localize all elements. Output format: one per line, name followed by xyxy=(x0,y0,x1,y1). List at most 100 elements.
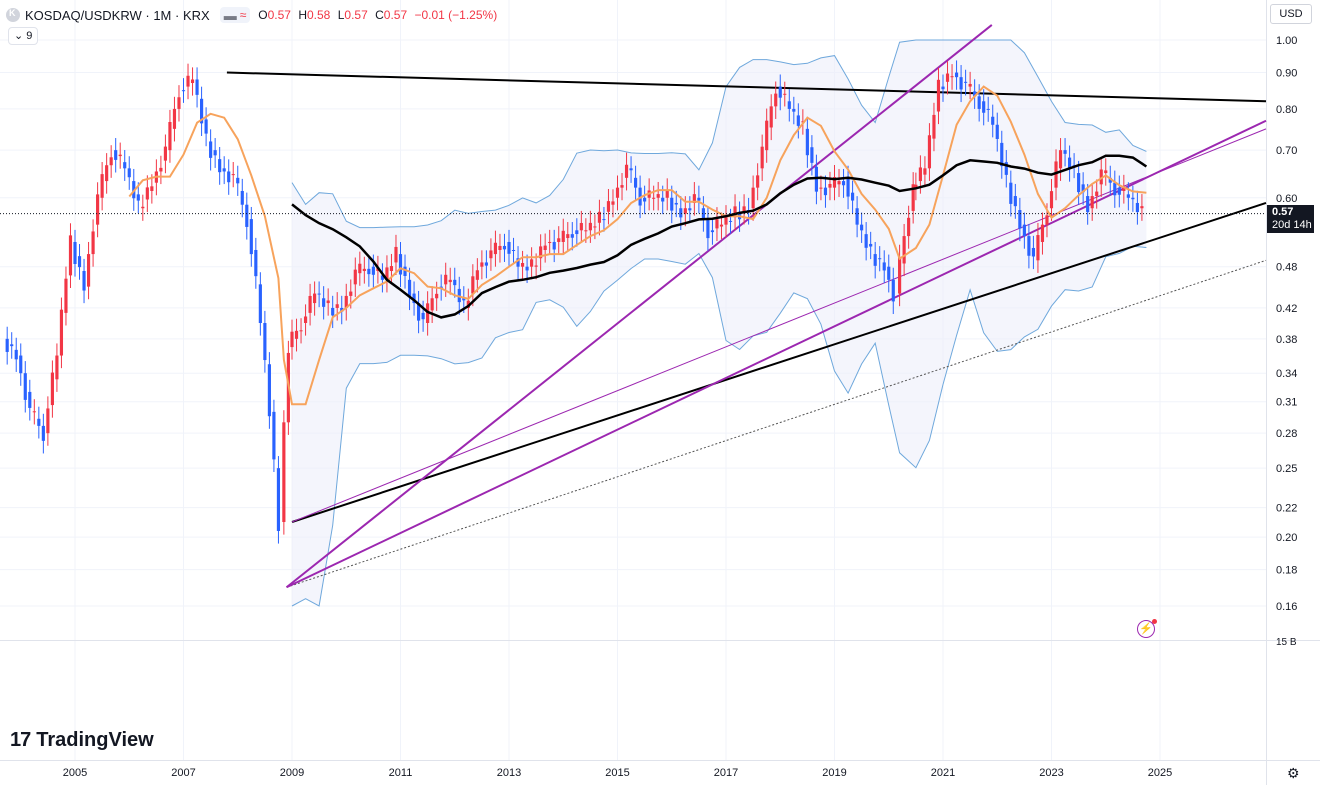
candle-body xyxy=(484,262,488,266)
candle-body xyxy=(530,259,534,267)
candle-body xyxy=(548,241,552,243)
alert-flash-icon[interactable]: ⚡ xyxy=(1137,619,1157,638)
candle-body xyxy=(444,274,448,285)
candle-body xyxy=(136,194,140,201)
candle-body xyxy=(774,93,778,107)
candle-body xyxy=(751,187,755,209)
candle-body xyxy=(760,146,764,169)
candle-body xyxy=(403,266,407,276)
candle-body xyxy=(46,408,50,434)
candle-body xyxy=(335,304,339,308)
dotted-trendline xyxy=(286,259,1267,588)
candle-body xyxy=(1058,150,1063,169)
candle-body xyxy=(204,119,208,134)
candle-body xyxy=(733,206,737,218)
candle-body xyxy=(453,279,457,286)
candle-body xyxy=(674,202,678,205)
candle-body xyxy=(168,122,172,151)
candle-body xyxy=(28,391,32,408)
candle-body xyxy=(570,234,574,238)
candle-body xyxy=(308,295,312,313)
candle-body xyxy=(1122,186,1126,191)
y-tick-label: 0.25 xyxy=(1276,463,1297,475)
close-label: C xyxy=(375,8,384,22)
candle-body xyxy=(665,190,669,198)
symbol-title[interactable]: KOSDAQ/USDKRW · 1M · KRX xyxy=(25,7,210,23)
resistance-trendline xyxy=(226,71,1267,103)
candle-body xyxy=(498,245,502,250)
chart-style-chip[interactable]: ▬ ≈ xyxy=(219,7,251,23)
candle-body xyxy=(32,411,36,413)
candle-body xyxy=(769,106,773,128)
candle-body xyxy=(1090,196,1094,209)
candle-body xyxy=(923,168,927,175)
candle-body xyxy=(353,269,357,285)
band-lower-line xyxy=(291,245,1147,607)
candle-body xyxy=(344,295,348,308)
candle-body xyxy=(950,76,954,78)
candle-body xyxy=(643,197,647,202)
y-tick-label: 0.31 xyxy=(1276,397,1297,409)
candle-body xyxy=(150,186,154,191)
y-tick-label: 1.00 xyxy=(1276,35,1297,47)
y-tick-label: 0.18 xyxy=(1276,565,1297,577)
tradingview-logo[interactable]: 17 TradingView xyxy=(10,729,154,752)
open-label: O xyxy=(258,8,268,22)
candle-body xyxy=(891,279,895,302)
candle-body xyxy=(543,245,547,250)
candle-body xyxy=(719,224,724,227)
candle-body xyxy=(1045,215,1049,225)
candle-body xyxy=(105,165,109,182)
candle-body xyxy=(123,162,127,169)
candle-body xyxy=(349,291,353,296)
candle-body xyxy=(860,224,864,231)
candle-body xyxy=(552,241,556,250)
candle-body xyxy=(385,267,389,280)
candle-body xyxy=(652,197,656,199)
candle-body xyxy=(1126,194,1130,198)
y-tick-label: 0.16 xyxy=(1276,601,1297,613)
settings-gear-icon[interactable]: ⚙ xyxy=(1287,765,1300,781)
candle-body xyxy=(805,128,809,156)
y-tick-label: 0.42 xyxy=(1276,303,1297,315)
currency-button[interactable]: USD xyxy=(1270,4,1312,24)
candle-body xyxy=(539,246,543,259)
brand-name: TradingView xyxy=(36,729,154,751)
last-price-tag: 0.57 20d 14h xyxy=(1267,205,1314,233)
candle-body xyxy=(688,208,692,211)
candle-body xyxy=(1104,170,1108,174)
y-tick-label: 0.28 xyxy=(1276,428,1297,440)
candle-body xyxy=(898,256,902,294)
candle-body xyxy=(911,184,915,211)
candle-body xyxy=(100,174,104,198)
y-tick-label: 0.48 xyxy=(1276,262,1297,274)
indicators-toggle[interactable]: ⌄ 9 xyxy=(8,27,39,45)
candle-body xyxy=(313,293,317,304)
candle-body xyxy=(430,298,434,311)
candle-body xyxy=(936,79,941,112)
candle-body xyxy=(240,190,244,205)
candle-body xyxy=(995,124,999,139)
candle-body xyxy=(1077,173,1081,193)
candle-body xyxy=(1117,187,1121,195)
candle-body xyxy=(873,254,877,266)
symbol-legend[interactable]: KOSDAQ/USDKRW · 1M · KRX ▬ ≈ O0.57 H0.58… xyxy=(6,6,501,24)
candle-body xyxy=(448,279,452,283)
candle-body xyxy=(37,418,41,426)
candle-body xyxy=(878,258,882,260)
candle-body xyxy=(661,197,665,202)
candle-body xyxy=(611,201,615,205)
candle-body xyxy=(679,208,683,218)
candle-body xyxy=(55,355,59,380)
x-tick-label: 2021 xyxy=(931,767,955,779)
candle-body xyxy=(1013,196,1017,207)
candle-body xyxy=(534,265,538,267)
candle-body xyxy=(606,201,611,212)
candle-body xyxy=(579,222,583,231)
candle-body xyxy=(954,72,959,78)
candle-body xyxy=(322,298,326,307)
candle-body xyxy=(218,159,222,173)
candle-body xyxy=(1054,161,1058,188)
